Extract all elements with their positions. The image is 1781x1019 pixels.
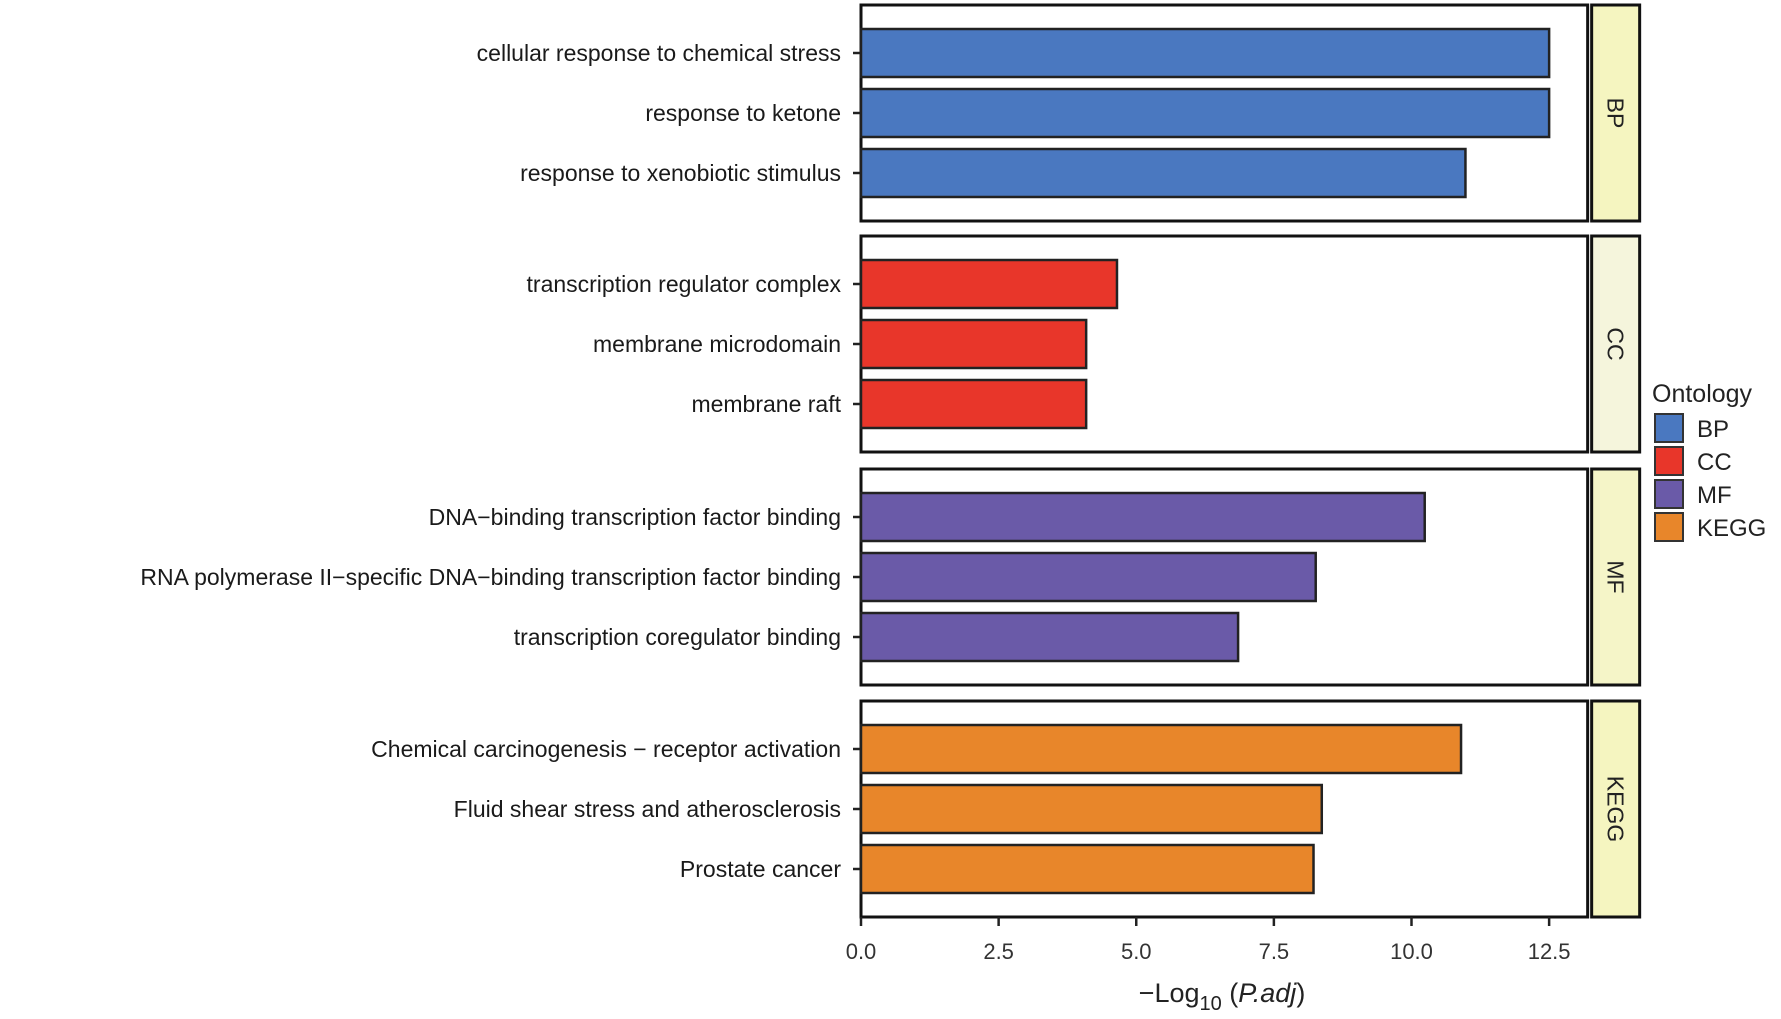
legend-key-cc: [1654, 446, 1684, 476]
y-tick-label: membrane raft: [691, 391, 841, 417]
legend-title: Ontology: [1652, 380, 1753, 408]
bar: [859, 258, 1119, 310]
x-axis-title: −Log10 (P.adj): [1139, 978, 1306, 1015]
x-axis: 0.0 2.5 5.0 7.5 10.0 12.5: [846, 917, 1571, 964]
facet-bp: cellular response to chemical stress resp…: [477, 3, 1642, 223]
bar: [859, 491, 1426, 543]
x-tick-label: 2.5: [983, 939, 1014, 964]
facet-kegg: Chemical carcinogenesis − receptor activ…: [371, 699, 1642, 919]
legend-label: BP: [1697, 416, 1729, 443]
bar: [859, 723, 1463, 775]
x-tick-label: 7.5: [1259, 939, 1290, 964]
bar: [859, 551, 1317, 603]
y-tick-label: DNA−binding transcription factor binding: [429, 504, 841, 530]
bar: [859, 147, 1467, 199]
legend-label: KEGG: [1697, 515, 1766, 542]
x-title-subscript: 10: [1200, 993, 1222, 1015]
facet-strip: [1590, 467, 1642, 687]
x-title-prefix: −Log: [1139, 978, 1200, 1008]
y-tick-label: membrane microdomain: [593, 331, 841, 357]
facet-strip: [1590, 699, 1642, 919]
legend-key-bp: [1654, 413, 1684, 443]
x-title-italic: P.adj: [1238, 978, 1297, 1008]
y-tick-label: RNA polymerase II−specific DNA−binding t…: [140, 564, 841, 590]
facet-cc: transcription regulator complex membrane …: [527, 234, 1642, 454]
x-tick-label: 12.5: [1528, 939, 1571, 964]
facet-strip-label: CC: [1603, 327, 1629, 360]
y-tick-label: cellular response to chemical stress: [477, 40, 841, 66]
y-tick-label: transcription regulator complex: [527, 271, 842, 297]
legend-label: CC: [1697, 449, 1732, 476]
y-tick-label: transcription coregulator binding: [514, 624, 841, 650]
facet-strip-label: MF: [1603, 560, 1629, 593]
bar: [859, 611, 1240, 663]
x-tick-label: 0.0: [846, 939, 877, 964]
facet-panels: cellular response to chemical stress resp…: [140, 3, 1642, 919]
y-tick-label: response to ketone: [645, 100, 841, 126]
bar: [859, 87, 1551, 139]
facet-strip-label: BP: [1603, 98, 1629, 129]
y-tick-label: Fluid shear stress and atherosclerosis: [454, 796, 841, 822]
legend-key-mf: [1654, 479, 1684, 509]
legend-key-kegg: [1654, 512, 1684, 542]
y-tick-label: Chemical carcinogenesis − receptor activ…: [371, 736, 841, 762]
bar: [859, 783, 1324, 835]
legend: Ontology BP CC MF KEGG: [1652, 380, 1766, 542]
facet-mf: DNA−binding transcription factor binding…: [140, 467, 1642, 687]
legend-label: MF: [1697, 482, 1732, 509]
x-tick-label: 10.0: [1390, 939, 1433, 964]
y-tick-label: response to xenobiotic stimulus: [520, 160, 841, 186]
facet-strip: [1590, 3, 1642, 223]
bar: [859, 378, 1088, 430]
y-tick-label: Prostate cancer: [680, 856, 841, 882]
facet-strip-label: KEGG: [1603, 776, 1629, 842]
x-tick-label: 5.0: [1121, 939, 1152, 964]
bar: [859, 27, 1551, 79]
facet-strip: [1590, 234, 1642, 454]
bar: [859, 843, 1315, 895]
bar: [859, 318, 1088, 370]
